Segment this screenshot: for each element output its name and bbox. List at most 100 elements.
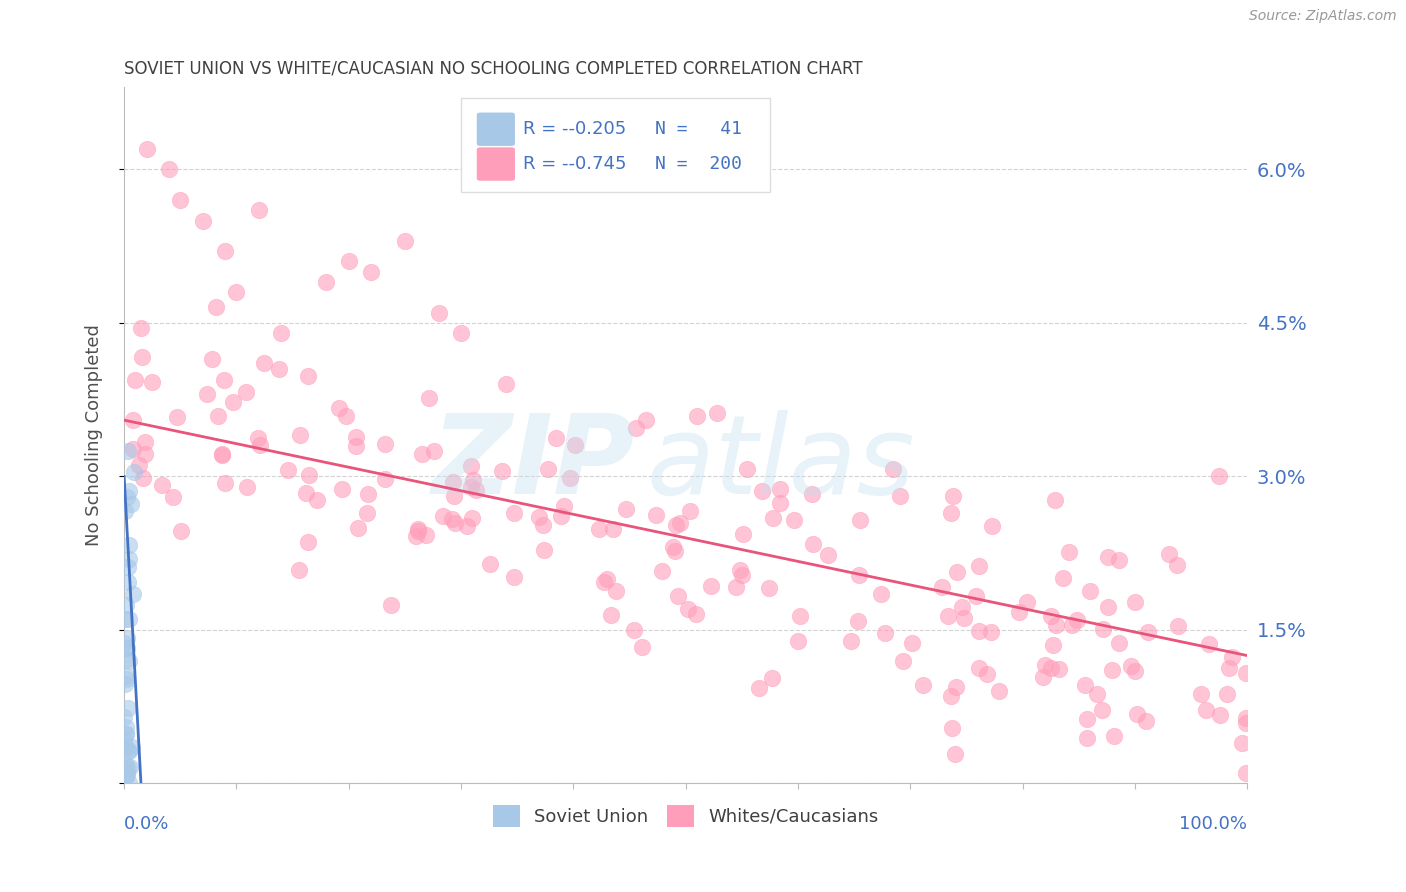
Point — [134, 448, 156, 462]
Point — [592, 575, 614, 590]
Point — [337, 254, 360, 268]
Point — [405, 529, 427, 543]
Point — [1209, 708, 1232, 723]
Point — [205, 301, 228, 315]
Point — [117, 560, 139, 574]
Point — [460, 480, 482, 494]
Text: 0.0%: 0.0% — [124, 814, 170, 833]
Point — [141, 376, 163, 390]
Point — [668, 516, 690, 530]
Point — [1047, 662, 1070, 676]
Point — [356, 486, 378, 500]
Point — [115, 727, 138, 741]
Point — [1066, 613, 1088, 627]
Point — [115, 598, 138, 612]
Point — [411, 447, 433, 461]
Point — [118, 612, 141, 626]
Point — [423, 444, 446, 458]
Point — [305, 493, 328, 508]
Point — [166, 409, 188, 424]
Point — [1015, 595, 1038, 609]
Point — [491, 464, 513, 478]
Point — [450, 326, 472, 340]
Point — [1234, 711, 1257, 725]
Point — [211, 448, 233, 462]
Point — [942, 489, 965, 503]
Point — [277, 463, 299, 477]
Point — [117, 744, 139, 758]
Point — [315, 275, 337, 289]
Point — [769, 496, 792, 510]
Point — [214, 244, 236, 259]
Point — [651, 564, 673, 578]
Point — [1102, 729, 1125, 743]
Point — [817, 549, 839, 563]
Point — [965, 589, 987, 603]
Point — [122, 465, 145, 479]
Point — [1189, 687, 1212, 701]
Point — [117, 444, 139, 458]
Point — [117, 762, 139, 776]
Point — [270, 326, 292, 340]
Point — [132, 471, 155, 485]
Point — [1234, 715, 1257, 730]
Point — [527, 510, 550, 524]
Point — [115, 766, 138, 780]
Point — [950, 600, 973, 615]
Point — [191, 213, 214, 227]
Point — [441, 475, 464, 489]
Point — [1032, 670, 1054, 684]
Point — [664, 544, 686, 558]
Point — [114, 756, 136, 770]
Point — [768, 483, 790, 497]
Point — [335, 409, 357, 424]
Point — [418, 391, 440, 405]
Point — [118, 775, 141, 789]
Point — [347, 521, 370, 535]
Point — [162, 490, 184, 504]
Point — [758, 582, 780, 596]
Point — [699, 579, 721, 593]
Point — [1087, 687, 1109, 701]
Legend: Soviet Union, Whites/Caucasians: Soviet Union, Whites/Caucasians — [494, 805, 879, 827]
Point — [1052, 571, 1074, 585]
Point — [247, 431, 270, 445]
Point — [118, 538, 141, 552]
Point — [623, 623, 645, 637]
Point — [1220, 650, 1243, 665]
Point — [114, 726, 136, 740]
Point — [502, 570, 524, 584]
Point — [118, 654, 141, 668]
Point — [344, 430, 367, 444]
Point — [374, 472, 396, 486]
Point — [356, 506, 378, 520]
Point — [980, 624, 1002, 639]
Point — [295, 486, 318, 500]
Point — [1057, 545, 1080, 559]
Point — [945, 680, 967, 694]
Point — [1101, 663, 1123, 677]
Text: atlas: atlas — [647, 409, 915, 516]
Text: R = --0.745: R = --0.745 — [523, 155, 626, 173]
Point — [1033, 658, 1056, 673]
Point — [981, 519, 1004, 533]
Point — [236, 480, 259, 494]
Point — [544, 431, 567, 445]
Point — [235, 384, 257, 399]
Point — [1137, 624, 1160, 639]
Point — [1208, 469, 1230, 483]
Point — [441, 512, 464, 526]
Point — [394, 234, 416, 248]
Point — [605, 583, 627, 598]
Point — [1091, 703, 1114, 717]
Point — [222, 395, 245, 409]
Point — [733, 527, 755, 541]
Point — [297, 369, 319, 384]
Text: SOVIET UNION VS WHITE/CAUCASIAN NO SCHOOLING COMPLETED CORRELATION CHART: SOVIET UNION VS WHITE/CAUCASIAN NO SCHOO… — [124, 60, 863, 78]
Point — [129, 320, 152, 334]
Point — [122, 412, 145, 426]
Point — [463, 473, 485, 487]
Point — [952, 610, 974, 624]
Point — [870, 586, 893, 600]
Point — [599, 607, 621, 622]
